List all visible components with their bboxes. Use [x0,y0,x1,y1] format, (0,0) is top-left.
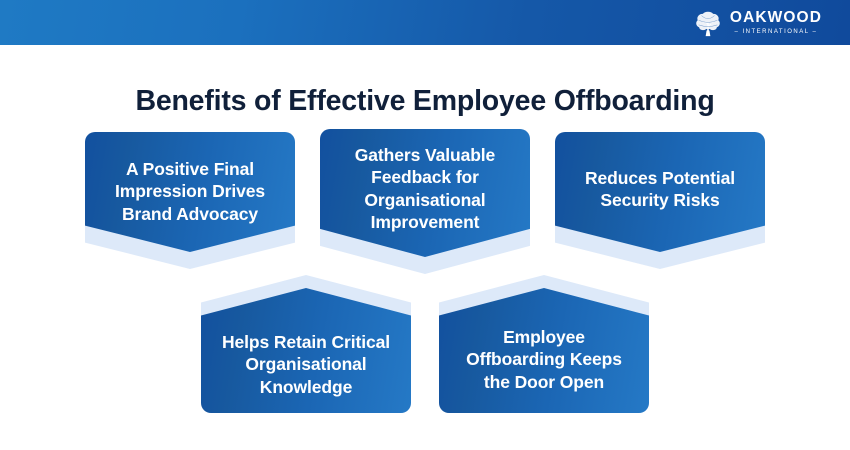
logo-tagline: – INTERNATIONAL – [734,28,818,35]
page-title: Benefits of Effective Employee Offboardi… [135,85,715,118]
benefit-card[interactable]: Gathers Valuable Feedback for Organisati… [320,129,530,274]
benefit-card[interactable]: A Positive Final Impression Drives Brand… [85,132,295,269]
tree-icon [696,11,720,36]
card-body [85,132,295,252]
card-label: Reduces Potential Security Risks [584,168,735,211]
card-label: Helps Retain Critical Organisational Kno… [221,332,391,397]
card-body [439,288,649,413]
oakwood-logo[interactable]: OAKWOOD – INTERNATIONAL – [693,8,822,38]
benefit-card[interactable]: Reduces Potential Security Risks [555,132,765,269]
header-bar: OAKWOOD – INTERNATIONAL – [0,0,850,45]
benefit-card[interactable]: Employee Offboarding Keeps the Door Open [439,275,649,413]
card-body [320,129,530,257]
card-body [555,132,765,252]
card-label: Gathers Valuable Feedback for Organisati… [354,145,496,233]
card-label: A Positive Final Impression Drives Brand… [114,159,266,224]
logo-wordmark: OAKWOOD – INTERNATIONAL – [730,10,822,35]
logo-name: OAKWOOD [729,9,822,27]
card-label: Employee Offboarding Keeps the Door Open [466,327,622,392]
card-body [201,288,411,413]
benefit-card[interactable]: Helps Retain Critical Organisational Kno… [201,275,411,413]
